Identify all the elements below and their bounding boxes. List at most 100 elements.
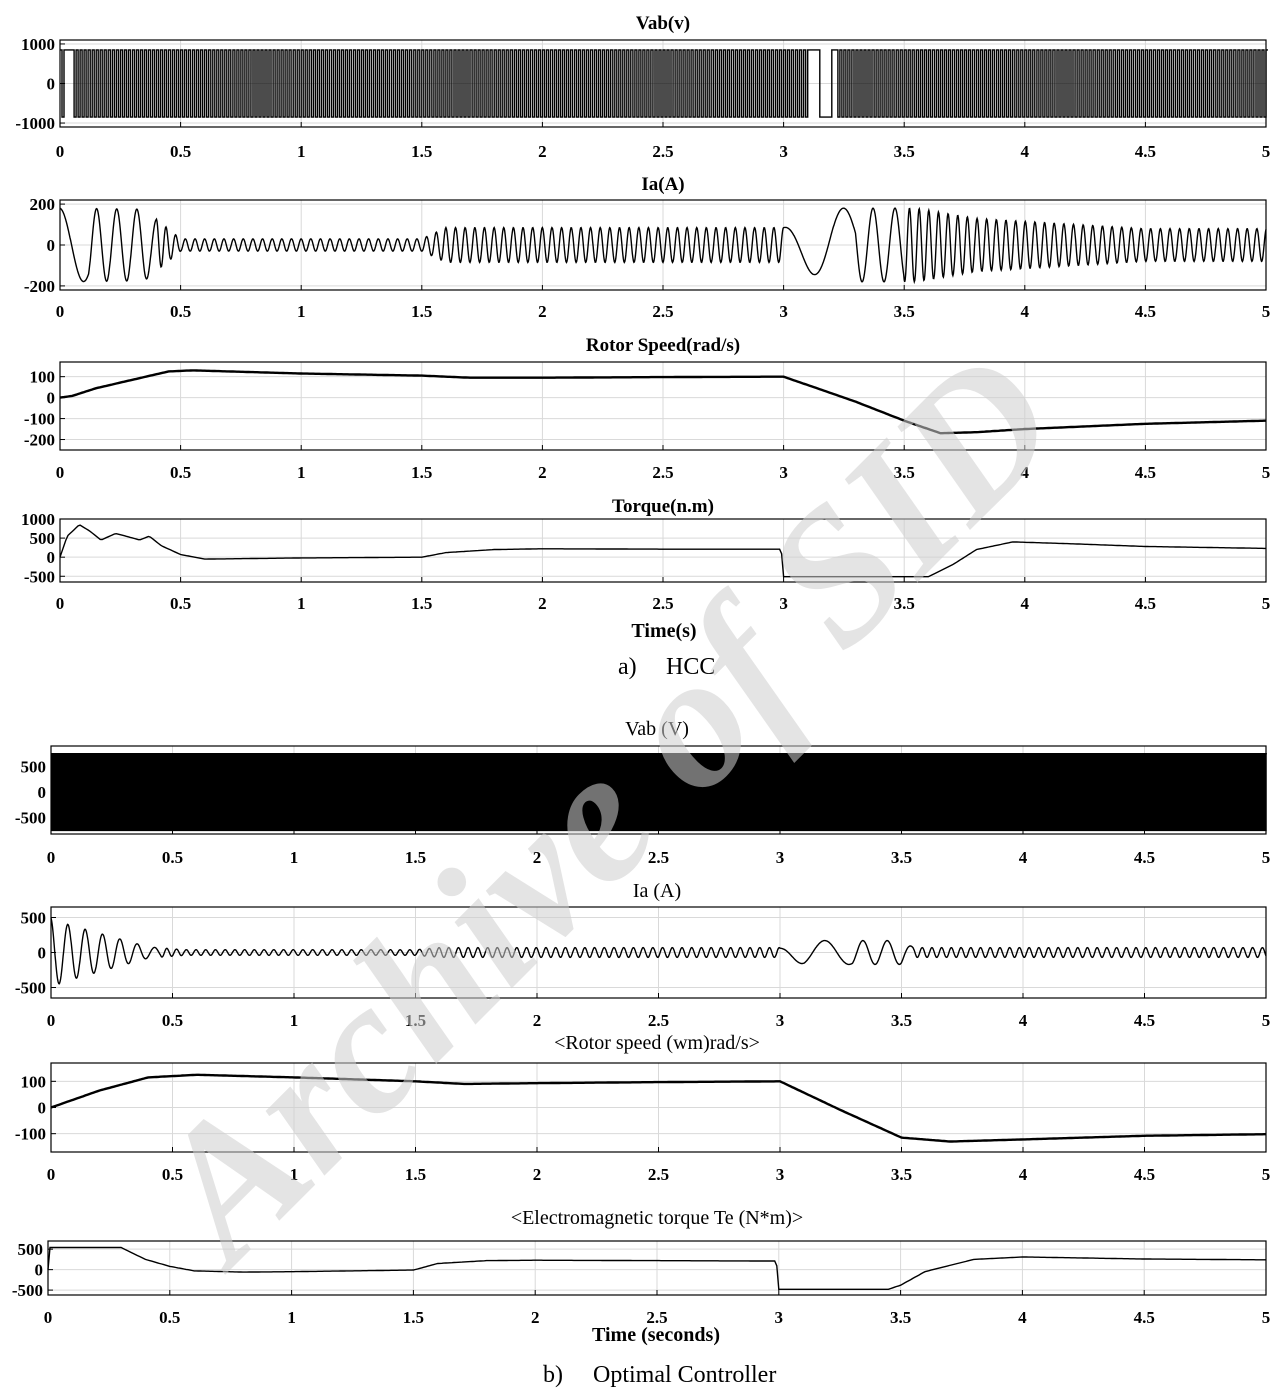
x-tick-label: 4 bbox=[1018, 1308, 1027, 1327]
chart-b1: Vab (V) -500 0 500 0 0.5 1 1.5 2 2.5 3 3.5 4 4.5 5 bbox=[15, 718, 1270, 867]
x-tick-label: 3 bbox=[779, 594, 788, 613]
x-tick-label: 3.5 bbox=[891, 1011, 912, 1030]
x-tick-label: 4 bbox=[1021, 142, 1030, 161]
x-tick-label: 0.5 bbox=[170, 142, 191, 161]
x-tick-label: 0.5 bbox=[159, 1308, 180, 1327]
x-tick-label: 2 bbox=[538, 302, 547, 321]
chart-a3: Rotor Speed(rad/s) -200 -100 0 100 0 0.5 1 1.5 2 2… bbox=[24, 335, 1270, 482]
x-tick-label: 2 bbox=[533, 1011, 542, 1030]
x-tick-label: 0 bbox=[56, 594, 65, 613]
x-tick-label: 4.5 bbox=[1134, 848, 1155, 867]
x-tick-label: 1 bbox=[297, 302, 306, 321]
series-line bbox=[50, 1073, 1266, 1143]
x-tick-label: 0 bbox=[44, 1308, 53, 1327]
x-tick-label: 0 bbox=[56, 142, 65, 161]
x-tick-label: 1 bbox=[287, 1308, 296, 1327]
chart-title: Rotor Speed(rad/s) bbox=[586, 335, 740, 356]
x-tick-label: 3.5 bbox=[894, 142, 915, 161]
xlabel-a: Time(s) bbox=[631, 620, 696, 642]
y-tick-label: -100 bbox=[24, 410, 55, 429]
y-tick-label: 1000 bbox=[21, 510, 55, 529]
x-tick-label: 1 bbox=[297, 594, 306, 613]
x-tick-label: 2.5 bbox=[648, 848, 669, 867]
x-tick-label: 2.5 bbox=[652, 302, 673, 321]
y-tick-label: -100 bbox=[15, 1125, 46, 1144]
x-tick-label: 5 bbox=[1262, 1165, 1271, 1184]
x-tick-label: 0 bbox=[47, 1011, 56, 1030]
y-tick-label: -500 bbox=[15, 809, 46, 828]
x-tick-label: 4 bbox=[1019, 1011, 1028, 1030]
x-tick-label: 0.5 bbox=[170, 302, 191, 321]
x-tick-label: 0 bbox=[47, 1165, 56, 1184]
x-tick-label: 0.5 bbox=[170, 463, 191, 482]
series-line bbox=[59, 206, 1267, 285]
x-tick-label: 3 bbox=[776, 848, 785, 867]
y-tick-label: 0 bbox=[47, 75, 56, 94]
x-tick-label: 3.5 bbox=[894, 463, 915, 482]
x-tick-label: 0.5 bbox=[162, 1011, 183, 1030]
chart-title: Ia (A) bbox=[633, 880, 681, 902]
x-tick-label: 4.5 bbox=[1135, 142, 1156, 161]
series-line bbox=[60, 49, 1268, 118]
x-tick-label: 5 bbox=[1262, 1308, 1271, 1327]
y-tick-label: 500 bbox=[30, 529, 56, 548]
x-tick-label: 4.5 bbox=[1134, 1165, 1155, 1184]
x-tick-label: 3.5 bbox=[894, 302, 915, 321]
x-tick-label: 4 bbox=[1021, 463, 1030, 482]
x-tick-label: 4.5 bbox=[1135, 302, 1156, 321]
y-tick-label: 500 bbox=[18, 1240, 44, 1259]
x-tick-label: 2 bbox=[538, 142, 547, 161]
x-tick-label: 3 bbox=[776, 1011, 785, 1030]
x-tick-label: 1.5 bbox=[411, 463, 432, 482]
x-tick-label: 0.5 bbox=[162, 1165, 183, 1184]
x-tick-label: 2.5 bbox=[648, 1165, 669, 1184]
x-tick-label: 1 bbox=[290, 848, 299, 867]
x-tick-label: 1 bbox=[297, 142, 306, 161]
y-tick-label: 0 bbox=[38, 944, 47, 963]
chart-b3: <Rotor speed (wm)rad/s> -100 0 100 0 0.5 1 1.5 2… bbox=[15, 1032, 1270, 1184]
x-tick-label: 2 bbox=[538, 463, 547, 482]
caption-b-label: b) bbox=[543, 1362, 563, 1388]
x-tick-label: 1.5 bbox=[405, 1011, 426, 1030]
y-tick-label: 0 bbox=[47, 548, 56, 567]
x-tick-label: 4 bbox=[1021, 594, 1030, 613]
chart-b4: <Electromagnetic torque Te (N*m)>-500050… bbox=[12, 1207, 1270, 1327]
y-tick-label: 0 bbox=[47, 389, 56, 408]
x-tick-label: 0 bbox=[56, 463, 65, 482]
x-tick-label: 2 bbox=[538, 594, 547, 613]
x-tick-label: 1 bbox=[290, 1011, 299, 1030]
x-tick-label: 5 bbox=[1262, 463, 1271, 482]
x-tick-label: 2.5 bbox=[652, 594, 673, 613]
y-tick-label: 0 bbox=[35, 1261, 44, 1280]
x-tick-label: 4 bbox=[1021, 302, 1030, 321]
y-tick-label: 200 bbox=[30, 195, 56, 214]
x-tick-label: 0.5 bbox=[162, 848, 183, 867]
y-tick-label: 0 bbox=[47, 236, 56, 255]
y-tick-label: -200 bbox=[24, 277, 55, 296]
x-tick-label: 1 bbox=[290, 1165, 299, 1184]
x-tick-label: 4.5 bbox=[1134, 1011, 1155, 1030]
y-tick-label: 0 bbox=[38, 1099, 47, 1118]
x-tick-label: 5 bbox=[1262, 848, 1271, 867]
series-line bbox=[47, 1246, 1266, 1290]
x-tick-label: 1.5 bbox=[405, 1165, 426, 1184]
x-tick-label: 3 bbox=[779, 142, 788, 161]
y-tick-label: 100 bbox=[30, 368, 56, 387]
x-tick-label: 0 bbox=[47, 848, 56, 867]
x-tick-label: 3 bbox=[775, 1308, 784, 1327]
x-tick-label: 3.5 bbox=[891, 1165, 912, 1184]
y-tick-label: 0 bbox=[38, 783, 47, 802]
y-tick-label: -200 bbox=[24, 431, 55, 450]
x-tick-label: 3.5 bbox=[891, 848, 912, 867]
x-tick-label: 3.5 bbox=[894, 594, 915, 613]
chart-title: Ia(A) bbox=[641, 174, 684, 195]
caption-a-label: a) bbox=[618, 654, 637, 680]
x-tick-label: 5 bbox=[1262, 142, 1271, 161]
x-tick-label: 1.5 bbox=[411, 302, 432, 321]
series-line bbox=[50, 917, 1267, 985]
x-tick-label: 4.5 bbox=[1135, 594, 1156, 613]
